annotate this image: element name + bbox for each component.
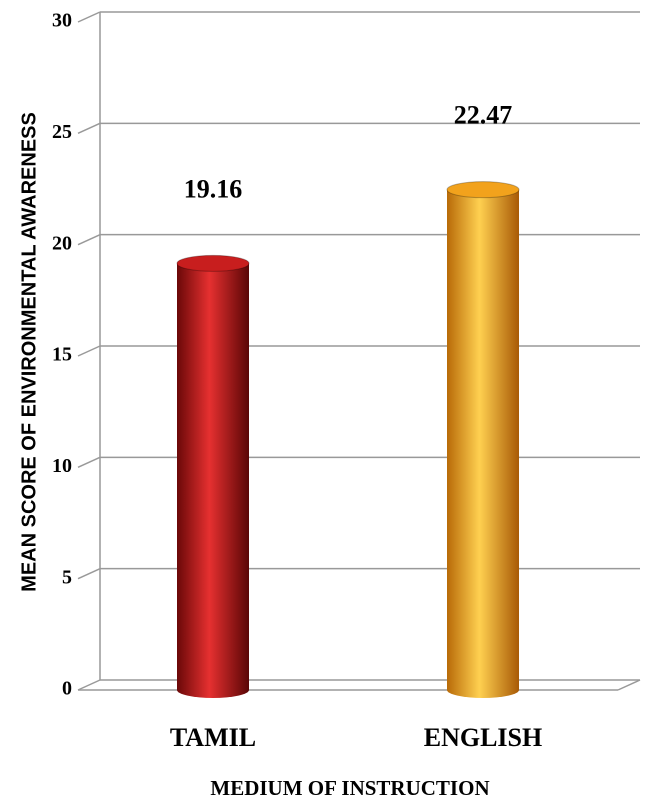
tick-mark [77,122,101,135]
tick-mark [77,456,101,469]
y-tick-label: 30 [52,10,72,32]
tick-mark [77,11,101,23]
bar [177,263,249,690]
tick-mark [77,567,101,580]
bar-cap [446,181,520,199]
bar-base [447,682,519,698]
floor-edge [617,679,641,691]
bar-cap [176,254,250,272]
x-tick-label: TAMIL [170,723,256,752]
y-axis-title: MEAN SCORE OF ENVIRONMENTAL AWARENESS [18,112,40,592]
x-tick-label: ENGLISH [424,723,543,752]
y-tick-label: 25 [52,121,72,143]
y-tick-label: 5 [62,566,72,588]
y-tick-label: 10 [52,455,72,477]
tick-mark [77,345,101,357]
x-axis-title: MEDIUM OF INSTRUCTION [210,776,489,800]
y-tick-label: 15 [52,344,72,366]
tick-mark [77,679,101,691]
bar-base [177,682,249,698]
value-label: 19.16 [184,174,243,203]
bar [447,189,519,690]
y-tick-label: 0 [62,678,72,700]
y-tick-label: 20 [52,232,72,254]
tick-mark [77,233,101,246]
value-label: 22.47 [454,101,513,130]
